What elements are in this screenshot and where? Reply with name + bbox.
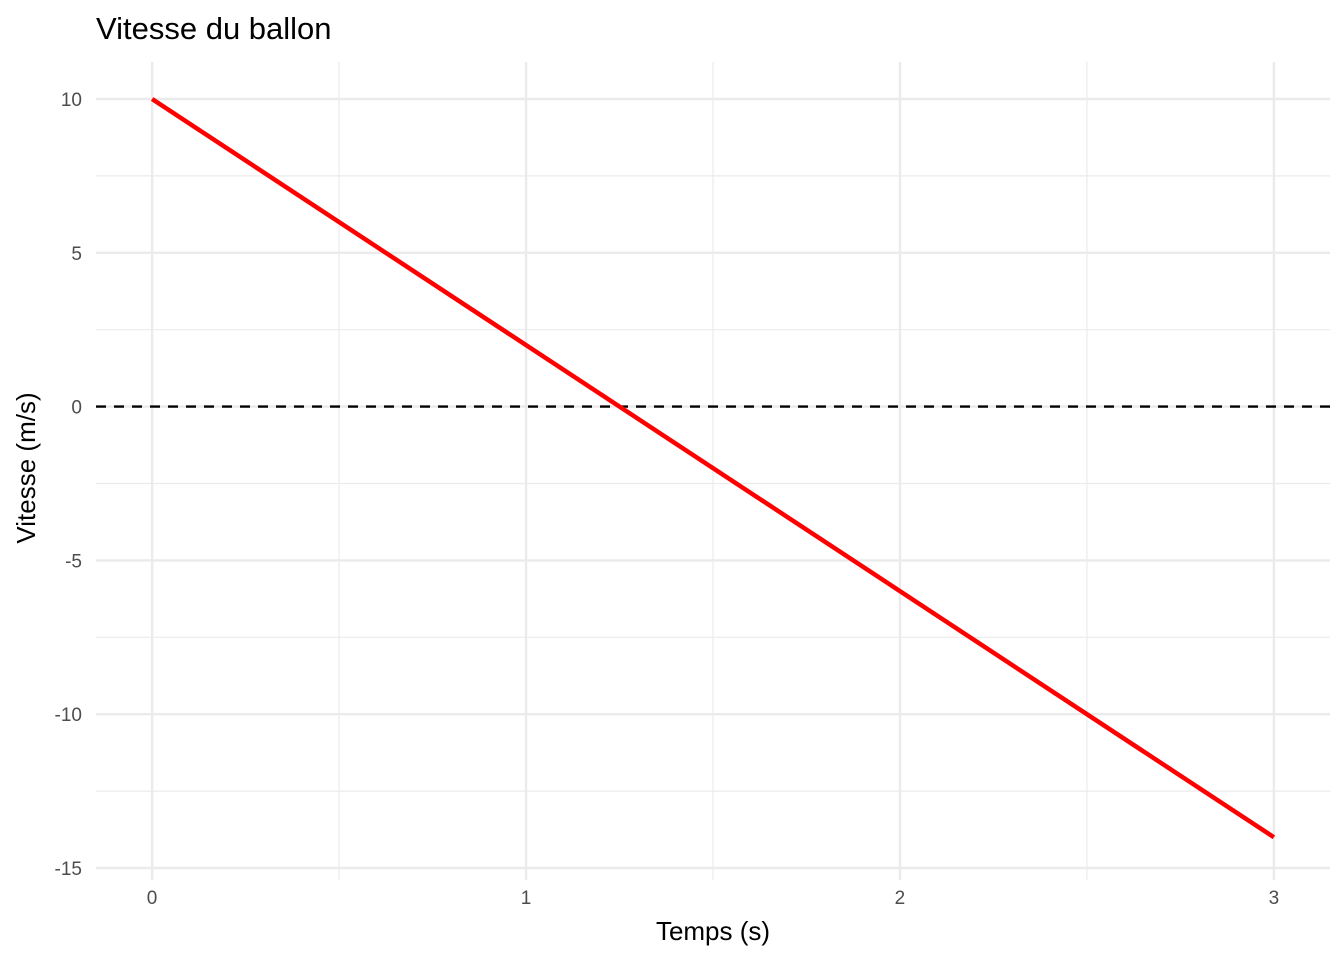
y-tick-label: 10 — [61, 90, 82, 111]
x-axis-ticks: 0 1 2 3 — [147, 888, 1279, 909]
y-tick-label: -15 — [55, 859, 82, 880]
chart-title: Vitesse du ballon — [96, 11, 332, 46]
x-axis-title: Temps (s) — [656, 916, 770, 946]
y-tick-label: -5 — [65, 551, 82, 572]
series-layer — [150, 97, 1276, 840]
y-tick-label: -10 — [55, 705, 82, 726]
x-tick-label: 0 — [147, 888, 158, 909]
y-axis-title: Vitesse (m/s) — [11, 392, 41, 543]
y-axis-ticks: -15 -10 -5 0 5 10 — [55, 90, 82, 880]
x-tick-label: 3 — [1269, 888, 1280, 909]
y-tick-label: 0 — [71, 398, 82, 419]
x-tick-label: 2 — [895, 888, 906, 909]
y-tick-label: 5 — [71, 244, 82, 265]
x-tick-label: 1 — [521, 888, 532, 909]
velocity-series-line — [150, 97, 1276, 840]
